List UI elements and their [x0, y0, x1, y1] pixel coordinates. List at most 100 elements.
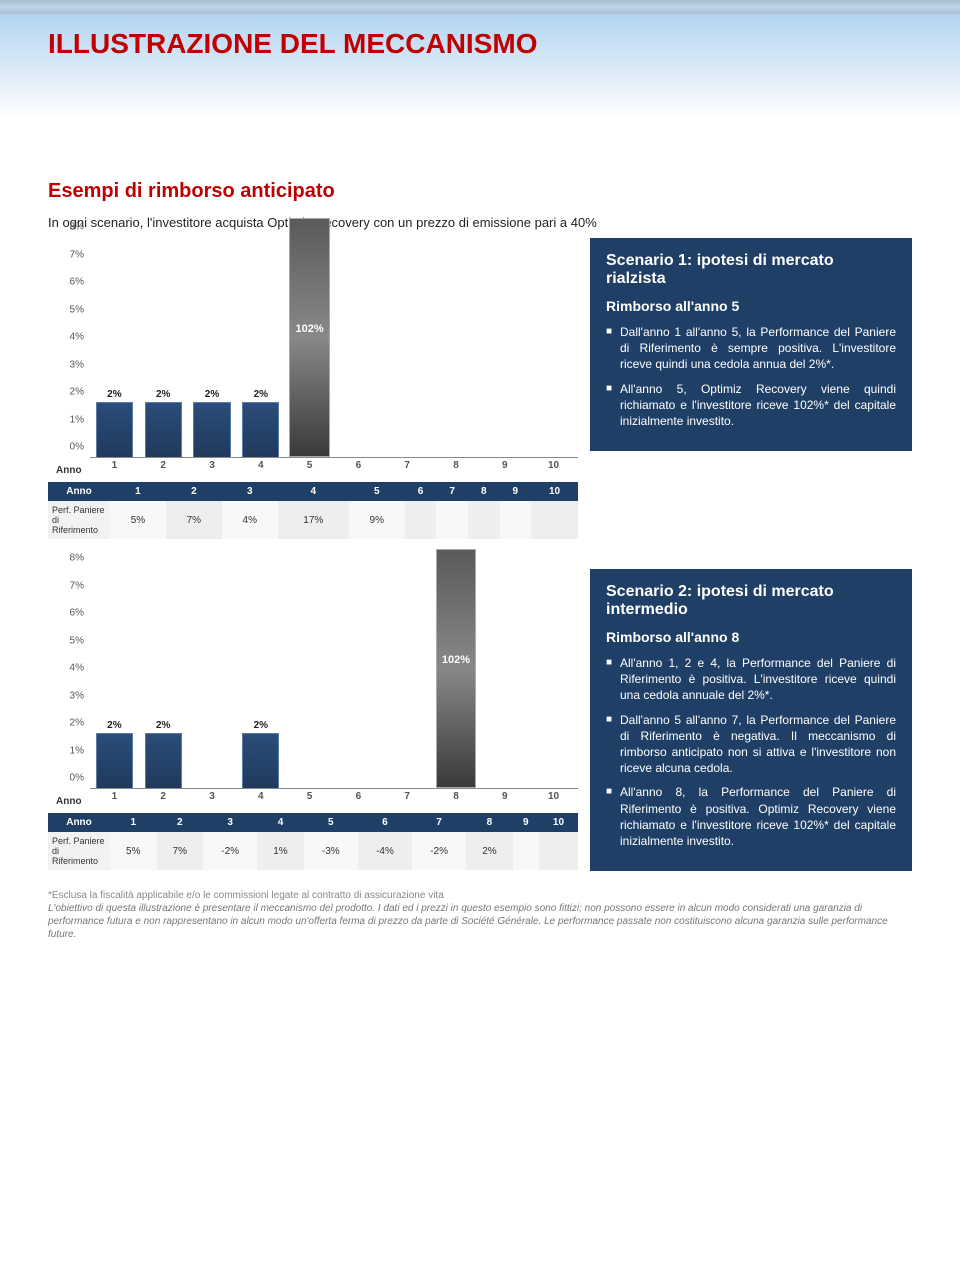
table-cell: -4%	[358, 832, 412, 870]
y-tick: 6%	[70, 277, 84, 288]
coupon-bar: 2%	[242, 733, 279, 788]
table-header-cell: 10	[531, 482, 578, 501]
table-header-cell: 5	[349, 482, 405, 501]
section-subtitle: Esempi di rimborso anticipato	[48, 180, 912, 203]
redemption-bar: 102%	[289, 218, 330, 457]
bullet-item: ■All'anno 8, la Performance del Paniere …	[606, 784, 896, 849]
table-cell: 5%	[110, 832, 157, 870]
x-tick: 9	[480, 791, 529, 809]
header-banner: ILLUSTRAZIONE DEL MECCANISMO	[0, 0, 960, 160]
x-tick: 2	[139, 791, 188, 809]
y-tick: 5%	[70, 304, 84, 315]
bullet-text: All'anno 1, 2 e 4, la Performance del Pa…	[620, 655, 896, 704]
scenario-2-table: Anno12345678910 Perf. Paniere di Riferim…	[48, 813, 578, 870]
scenario-2-box: Scenario 2: ipotesi di mercato intermedi…	[590, 569, 912, 871]
table-header-cell: 2	[166, 482, 222, 501]
bullet-text: Dall'anno 1 all'anno 5, la Performance d…	[620, 324, 896, 373]
x-tick: 3	[188, 791, 237, 809]
bullet-icon: ■	[606, 324, 620, 373]
table-header-cell: 4	[257, 813, 304, 832]
y-tick: 4%	[70, 332, 84, 343]
scenario-1-box: Scenario 1: ipotesi di mercato rialzista…	[590, 238, 912, 451]
table-row-label: Perf. Paniere di Riferimento	[48, 501, 110, 539]
x-tick: 1	[90, 460, 139, 478]
footnote: *Esclusa la fiscalità applicabile e/o le…	[0, 889, 960, 961]
y-tick: 7%	[70, 249, 84, 260]
coupon-bar: 2%	[96, 402, 133, 457]
x-tick: 4	[236, 460, 285, 478]
bullet-item: ■Dall'anno 1 all'anno 5, la Performance …	[606, 324, 896, 373]
x-tick: 10	[529, 791, 578, 809]
header-top-bar	[0, 0, 960, 14]
scenario-2-sub: Rimborso all'anno 8	[606, 629, 896, 645]
bullet-item: ■All'anno 5, Optimiz Recovery viene quin…	[606, 381, 896, 430]
y-tick: 4%	[70, 663, 84, 674]
bar-value-label: 2%	[97, 389, 132, 400]
bullet-icon: ■	[606, 655, 620, 704]
coupon-bar: 2%	[96, 733, 133, 788]
table-header-cell: 6	[405, 482, 437, 501]
intro-text: In ogni scenario, l'investitore acquista…	[48, 215, 912, 230]
bar-value-label: 2%	[146, 720, 181, 731]
x-tick: 4	[236, 791, 285, 809]
x-axis-label: Anno	[56, 796, 82, 807]
table-header-cell: 3	[203, 813, 257, 832]
coupon-bar: 2%	[193, 402, 230, 457]
table-cell: 2%	[466, 832, 513, 870]
table-header-cell: 1	[110, 482, 166, 501]
table-cell	[436, 501, 468, 539]
x-tick: 5	[285, 460, 334, 478]
table-cell	[531, 501, 578, 539]
redemption-bar: 102%	[436, 549, 477, 788]
bar-value-label: 2%	[97, 720, 132, 731]
scenario-2-chart: 0%1%2%3%4%5%6%7%8% 2%2%2%102% Anno 12345…	[58, 569, 578, 809]
x-tick: 6	[334, 791, 383, 809]
table-cell: 17%	[278, 501, 349, 539]
table-header-cell: 10	[539, 813, 578, 832]
y-tick: 0%	[70, 773, 84, 784]
x-tick: 7	[383, 460, 432, 478]
scenario-1-title: Scenario 1: ipotesi di mercato rialzista	[606, 252, 896, 288]
bullet-icon: ■	[606, 381, 620, 430]
y-tick: 6%	[70, 608, 84, 619]
x-tick: 5	[285, 791, 334, 809]
bar-value-label: 2%	[243, 720, 278, 731]
y-tick: 2%	[70, 387, 84, 398]
y-tick: 8%	[70, 222, 84, 233]
footnote-line2: L'obiettivo di questa illustrazione è pr…	[48, 902, 912, 941]
x-tick: 7	[383, 791, 432, 809]
x-tick: 8	[432, 791, 481, 809]
table-header-cell: 9	[500, 482, 532, 501]
table-cell: -2%	[412, 832, 466, 870]
bar-value-label: 2%	[243, 389, 278, 400]
table-header-cell: 5	[304, 813, 358, 832]
table-cell: 9%	[349, 501, 405, 539]
x-tick: 3	[188, 460, 237, 478]
table-cell	[405, 501, 437, 539]
table-header-cell: 1	[110, 813, 157, 832]
table-header-cell: 7	[436, 482, 468, 501]
bar-value-label: 2%	[146, 389, 181, 400]
table-cell: 7%	[166, 501, 222, 539]
table-cell	[513, 832, 539, 870]
y-tick: 1%	[70, 414, 84, 425]
bar-value-label: 2%	[194, 389, 229, 400]
coupon-bar: 2%	[242, 402, 279, 457]
y-tick: 8%	[70, 553, 84, 564]
scenario-1-chart: 0%1%2%3%4%5%6%7%8% 2%2%2%2%102% Anno 123…	[58, 238, 578, 478]
table-cell: 4%	[222, 501, 278, 539]
y-tick: 1%	[70, 745, 84, 756]
table-header-cell: 6	[358, 813, 412, 832]
table-header-cell: 8	[468, 482, 500, 501]
scenario-1-table: Anno12345678910 Perf. Paniere di Riferim…	[48, 482, 578, 539]
table-header-cell: 3	[222, 482, 278, 501]
table-header-cell: 7	[412, 813, 466, 832]
page-title: ILLUSTRAZIONE DEL MECCANISMO	[48, 28, 537, 60]
footnote-line1: *Esclusa la fiscalità applicabile e/o le…	[48, 889, 912, 902]
x-axis-label: Anno	[56, 465, 82, 476]
table-row-label: Perf. Paniere di Riferimento	[48, 832, 110, 870]
y-tick: 5%	[70, 635, 84, 646]
table-cell: -2%	[203, 832, 257, 870]
table-header-cell: 8	[466, 813, 513, 832]
x-tick: 8	[432, 460, 481, 478]
